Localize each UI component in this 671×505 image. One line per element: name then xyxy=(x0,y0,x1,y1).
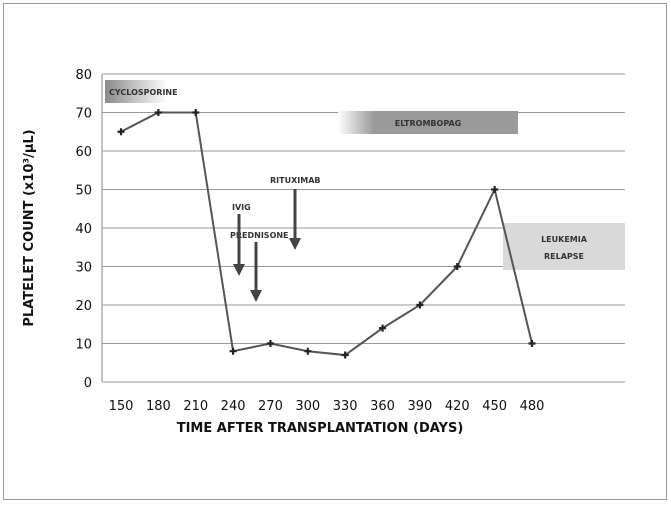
data-point xyxy=(117,128,125,136)
y-axis-label: PLATELET COUNT (x10³/µL) xyxy=(22,129,37,326)
data-point xyxy=(528,340,536,347)
data-point xyxy=(453,263,461,270)
x-tick-label: 360 xyxy=(370,399,395,414)
x-tick-label: 210 xyxy=(183,399,208,414)
eltrombopag-label: ELTROMBOPAG xyxy=(395,119,461,128)
y-tick-label: 40 xyxy=(75,222,92,237)
x-tick-label: 270 xyxy=(258,399,283,414)
relapse-label-1: LEUKEMIA xyxy=(541,235,588,244)
y-tick-label: 60 xyxy=(75,145,92,160)
prednisone-label: PREDNISONE xyxy=(230,231,289,240)
series-line xyxy=(120,111,533,357)
y-tick-label: 0 xyxy=(84,376,92,391)
data-point xyxy=(192,109,200,116)
y-tick-label: 50 xyxy=(75,184,92,199)
leukemia-relapse-box xyxy=(503,223,625,270)
y-tick-label: 20 xyxy=(75,299,92,314)
x-tick-label: 300 xyxy=(295,399,320,414)
cyclosporine-bar xyxy=(105,80,167,103)
y-tick-label: 70 xyxy=(75,107,92,122)
rituximab-arrow xyxy=(289,189,301,250)
eltrombopag-bar xyxy=(338,111,518,134)
data-point xyxy=(379,324,387,332)
data-point xyxy=(304,347,312,355)
x-tick-label: 450 xyxy=(482,399,507,414)
data-point xyxy=(154,109,162,116)
chart-frame xyxy=(3,3,667,500)
data-point xyxy=(491,186,499,193)
data-point xyxy=(266,340,274,347)
cyclosporine-label: CYCLOSPORINE xyxy=(109,88,178,97)
data-point xyxy=(229,347,237,355)
x-tick-label: 180 xyxy=(146,399,171,414)
y-tick-label: 10 xyxy=(75,338,92,353)
x-tick-label: 420 xyxy=(445,399,470,414)
ivig-label: IVIG xyxy=(232,203,251,212)
data-point xyxy=(416,301,424,309)
x-axis-label: TIME AFTER TRANSPLANTATION (DAYS) xyxy=(177,421,464,436)
y-tick-label: 30 xyxy=(75,261,92,276)
ivig-arrow xyxy=(233,214,245,276)
prednisone-arrow xyxy=(250,242,262,302)
x-tick-label: 330 xyxy=(333,399,358,414)
x-tick-label: 150 xyxy=(109,399,134,414)
x-tick-label: 240 xyxy=(221,399,246,414)
data-point xyxy=(341,351,349,359)
x-tick-label: 390 xyxy=(407,399,432,414)
x-tick-label: 480 xyxy=(520,399,545,414)
rituximab-label: RITUXIMAB xyxy=(270,176,320,185)
relapse-label-2: RELAPSE xyxy=(544,252,584,261)
y-tick-label: 80 xyxy=(75,68,92,83)
